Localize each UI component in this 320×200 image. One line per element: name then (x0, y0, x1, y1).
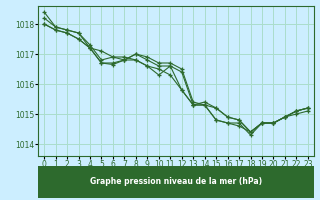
Text: Graphe pression niveau de la mer (hPa): Graphe pression niveau de la mer (hPa) (90, 178, 262, 186)
